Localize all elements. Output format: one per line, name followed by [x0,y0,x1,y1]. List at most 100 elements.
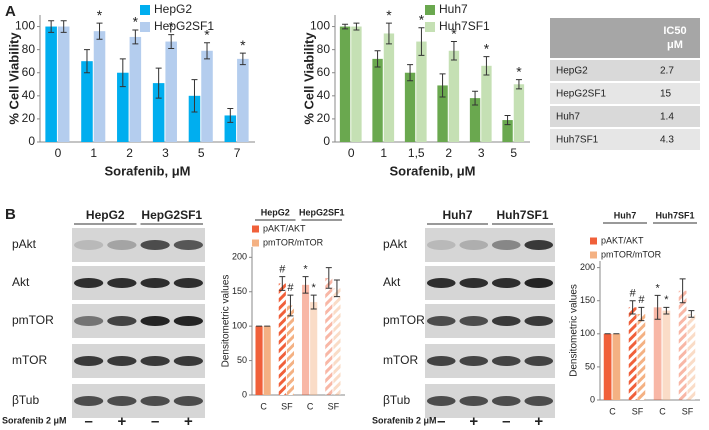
y-tick-label: 0 [242,389,247,399]
bar [188,95,201,142]
significance: * [240,37,246,53]
legend-swatch [252,239,259,247]
error-bar [638,306,645,322]
error-bar [353,22,360,31]
error-bar [287,294,294,317]
blot-band [524,356,554,366]
significance: * [204,26,210,42]
legend-label: pAKT/AKT [263,223,306,233]
error-bar [629,300,636,315]
bar [653,307,662,400]
error-bar [204,42,211,60]
x-tick-label: 5 [510,146,517,160]
legend-label: pAKT/AKT [601,235,644,245]
table-cell: 15 [660,89,672,100]
blot-band [459,278,489,288]
bar [255,326,263,395]
error-bar [119,58,126,88]
bar [416,41,427,142]
blot-band [524,278,554,288]
bar [372,58,383,142]
y-tick-label: 40 [22,88,36,102]
bar [437,85,448,142]
y-axis-label: % Cell Viability [6,32,21,125]
error-bar [333,279,340,298]
blot-row-label: mTOR [12,353,47,367]
x-tick-label: C [659,406,666,416]
blot-band [459,316,489,326]
bar [628,307,637,400]
group-label: HepG2 [261,207,290,217]
x-tick-label: 0 [348,146,355,160]
y-tick-label: 60 [22,65,36,79]
significance: * [484,40,490,56]
bar [481,65,492,142]
y-tick-label: 100 [310,19,330,33]
x-tick-label: 2 [445,146,452,160]
bar [224,115,237,142]
blot-band [173,240,204,250]
error-bar [279,276,286,291]
significance: # [638,294,645,306]
bar [129,36,142,142]
significance: * [386,7,392,23]
bar [165,41,177,142]
legend-swatch [590,251,597,259]
treatment-sign: – [437,413,445,430]
bar [325,277,333,395]
blot-band [140,240,170,250]
blot-band [426,240,456,250]
bar [152,83,165,142]
blot-row-label: pmTOR [383,313,425,327]
y-axis-label: % Cell Viability [301,32,316,125]
error-bar [60,20,67,33]
table-row [550,60,700,81]
x-axis-label: Sorafenib, μM [105,163,191,178]
x-tick-label: SF [632,406,644,416]
y-tick-label: 50 [237,355,247,365]
group-label: Huh7SF1 [655,210,694,220]
legend-label: pmTOR/mTOR [263,237,324,247]
blot-band [140,356,170,366]
significance: * [303,264,308,276]
y-tick-label: 80 [22,42,36,56]
group-label: Huh7 [614,210,637,220]
bar [612,333,621,400]
y-tick-label: 100 [15,19,35,33]
blot-band [73,278,104,288]
significance: * [312,282,317,294]
table-cell: 2.7 [660,66,674,77]
error-bar [374,50,381,68]
error-bar [472,90,479,106]
blot-group-label: Huh7SF1 [496,208,548,222]
blot-band [107,240,137,250]
error-bar [155,67,162,99]
blot-group-label: HepG2 [86,208,125,222]
blot-band [107,316,137,326]
blot-band [524,240,554,250]
blot-band [107,396,137,406]
legend-label: HepG2SF1 [154,19,214,33]
error-bar [418,27,425,56]
x-tick-label: SF [682,406,694,416]
legend-swatch [140,22,150,32]
error-bar [439,73,446,98]
blot-band [491,316,521,326]
blot-band [426,396,456,406]
legend-swatch [140,5,150,15]
blot-band [140,396,170,406]
x-tick-label: 1,5 [408,146,425,160]
error-bar [385,22,392,45]
bar [263,326,271,395]
y-tick-label: 0 [590,394,595,404]
y-tick-label: 200 [580,262,595,272]
blot-band [426,278,456,288]
table-header [550,18,700,58]
y-tick-label: 60 [317,65,331,79]
y-tick-label: 20 [22,111,36,125]
error-bar [515,79,522,90]
significance: * [664,294,669,306]
blot-row-label: pAkt [383,237,408,251]
table-header-text: IC50 [663,25,686,37]
